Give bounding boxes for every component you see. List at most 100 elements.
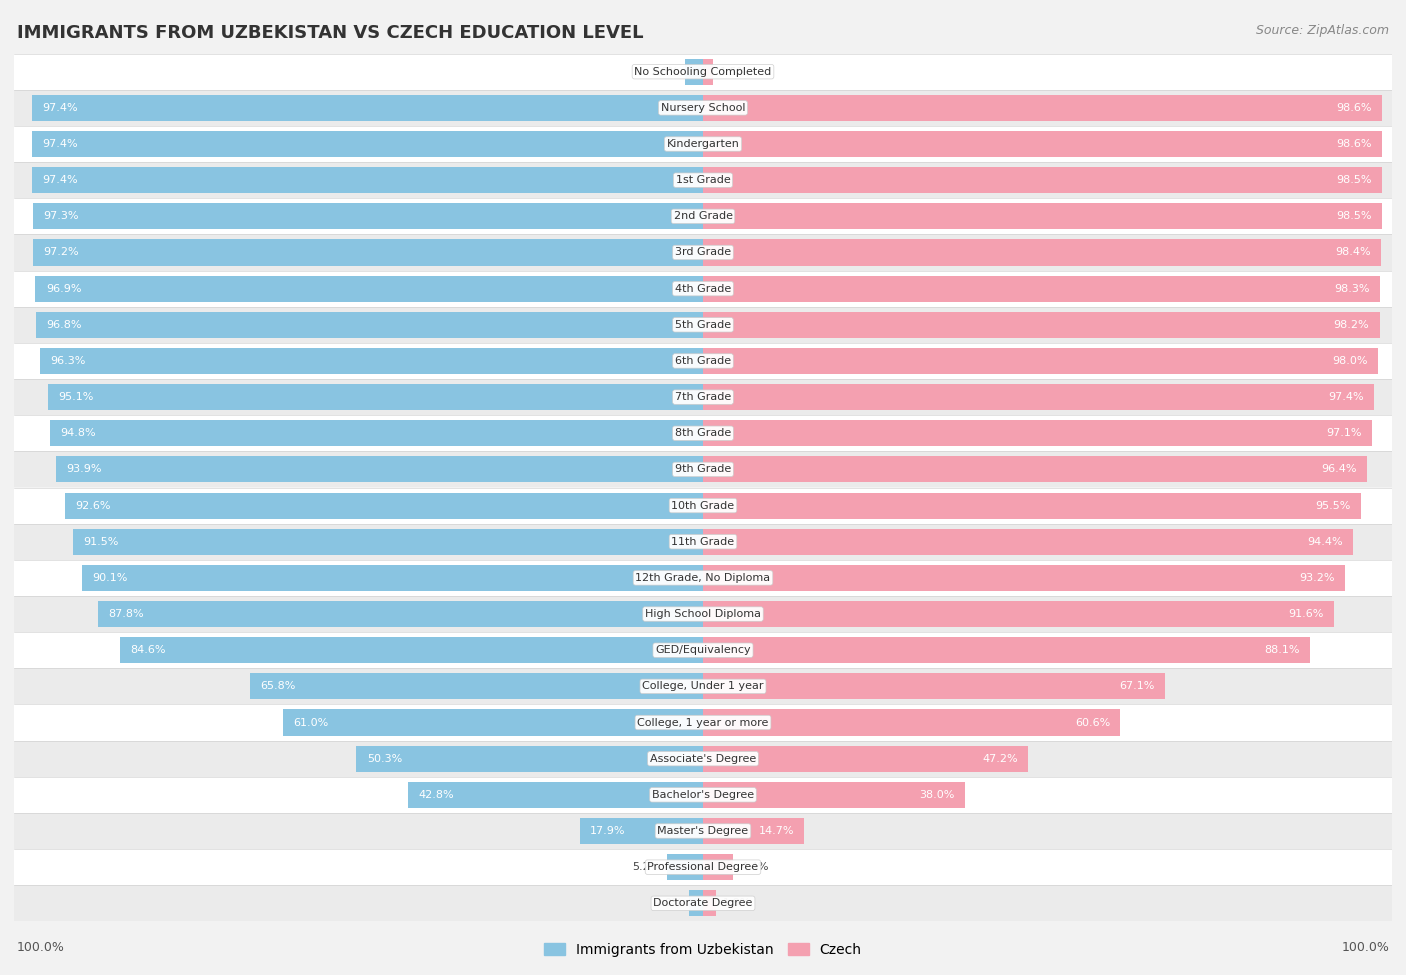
Text: 98.0%: 98.0% [1333, 356, 1368, 366]
Bar [56, 456, 703, 483]
Bar [703, 95, 1382, 121]
Bar [689, 890, 703, 916]
Bar [703, 528, 1354, 555]
Text: 10th Grade: 10th Grade [672, 500, 734, 511]
Bar [703, 565, 1346, 591]
Bar [703, 818, 804, 844]
Bar [14, 488, 1392, 524]
Bar [14, 54, 1392, 90]
Text: Nursery School: Nursery School [661, 102, 745, 113]
Text: 60.6%: 60.6% [1076, 718, 1111, 727]
Bar [32, 95, 703, 121]
Bar [250, 674, 703, 699]
Text: 91.6%: 91.6% [1288, 609, 1323, 619]
Bar [357, 746, 703, 771]
Text: 98.4%: 98.4% [1334, 248, 1371, 257]
Text: 67.1%: 67.1% [1119, 682, 1154, 691]
Bar [14, 90, 1392, 126]
Text: 90.1%: 90.1% [93, 573, 128, 583]
Bar [703, 890, 716, 916]
Legend: Immigrants from Uzbekistan, Czech: Immigrants from Uzbekistan, Czech [538, 937, 868, 962]
Text: 3rd Grade: 3rd Grade [675, 248, 731, 257]
Bar [579, 818, 703, 844]
Text: 6th Grade: 6th Grade [675, 356, 731, 366]
Text: 8th Grade: 8th Grade [675, 428, 731, 439]
Text: No Schooling Completed: No Schooling Completed [634, 66, 772, 77]
Text: 4th Grade: 4th Grade [675, 284, 731, 293]
Text: Professional Degree: Professional Degree [647, 862, 759, 873]
Text: College, 1 year or more: College, 1 year or more [637, 718, 769, 727]
Bar [14, 560, 1392, 596]
Text: 96.4%: 96.4% [1322, 464, 1357, 475]
Bar [14, 596, 1392, 632]
Text: 97.2%: 97.2% [44, 248, 79, 257]
Bar [14, 849, 1392, 885]
Text: 94.4%: 94.4% [1308, 536, 1343, 547]
Text: 96.3%: 96.3% [49, 356, 86, 366]
Text: Bachelor's Degree: Bachelor's Degree [652, 790, 754, 799]
Text: 95.5%: 95.5% [1315, 500, 1351, 511]
Bar [703, 167, 1382, 193]
Text: 12th Grade, No Diploma: 12th Grade, No Diploma [636, 573, 770, 583]
Text: 95.1%: 95.1% [58, 392, 94, 402]
Text: 2nd Grade: 2nd Grade [673, 212, 733, 221]
Text: 97.4%: 97.4% [1329, 392, 1364, 402]
Text: Source: ZipAtlas.com: Source: ZipAtlas.com [1256, 24, 1389, 37]
Bar [14, 234, 1392, 270]
Text: 11th Grade: 11th Grade [672, 536, 734, 547]
Text: 65.8%: 65.8% [260, 682, 295, 691]
Text: 98.5%: 98.5% [1336, 176, 1371, 185]
Text: 96.8%: 96.8% [46, 320, 82, 330]
Bar [120, 638, 703, 663]
Bar [703, 638, 1310, 663]
Bar [32, 167, 703, 193]
Bar [14, 415, 1392, 451]
Bar [34, 240, 703, 265]
Bar [14, 307, 1392, 343]
Text: 98.3%: 98.3% [1334, 284, 1369, 293]
Bar [703, 492, 1361, 519]
Text: 42.8%: 42.8% [419, 790, 454, 799]
Bar [703, 240, 1381, 265]
Text: Associate's Degree: Associate's Degree [650, 754, 756, 763]
Bar [703, 601, 1334, 627]
Text: 92.6%: 92.6% [76, 500, 111, 511]
Text: 98.6%: 98.6% [1337, 139, 1372, 149]
Text: 98.5%: 98.5% [1336, 212, 1371, 221]
Text: 38.0%: 38.0% [920, 790, 955, 799]
Text: 2.0%: 2.0% [654, 898, 682, 909]
Text: 2.6%: 2.6% [650, 66, 678, 77]
Bar [703, 204, 1382, 229]
Text: 5.2%: 5.2% [631, 862, 661, 873]
Text: 97.4%: 97.4% [42, 176, 77, 185]
Bar [14, 343, 1392, 379]
Bar [37, 312, 703, 337]
Text: 93.2%: 93.2% [1299, 573, 1334, 583]
Text: 91.5%: 91.5% [83, 536, 118, 547]
Bar [32, 131, 703, 157]
Bar [703, 674, 1166, 699]
Text: 4.4%: 4.4% [740, 862, 769, 873]
Text: GED/Equivalency: GED/Equivalency [655, 645, 751, 655]
Text: 87.8%: 87.8% [108, 609, 143, 619]
Text: 97.1%: 97.1% [1326, 428, 1361, 439]
Text: 14.7%: 14.7% [758, 826, 794, 836]
Text: 97.4%: 97.4% [42, 102, 77, 113]
Text: Doctorate Degree: Doctorate Degree [654, 898, 752, 909]
Bar [14, 524, 1392, 560]
Bar [703, 276, 1381, 301]
Text: 93.9%: 93.9% [66, 464, 101, 475]
Text: 84.6%: 84.6% [131, 645, 166, 655]
Text: 98.2%: 98.2% [1333, 320, 1369, 330]
Bar [703, 782, 965, 808]
Bar [49, 420, 703, 447]
Bar [703, 854, 734, 880]
Bar [14, 885, 1392, 921]
Bar [39, 348, 703, 374]
Bar [14, 162, 1392, 198]
Text: 5th Grade: 5th Grade [675, 320, 731, 330]
Bar [83, 565, 703, 591]
Text: 1.5%: 1.5% [720, 66, 748, 77]
Bar [685, 58, 703, 85]
Text: 98.6%: 98.6% [1337, 102, 1372, 113]
